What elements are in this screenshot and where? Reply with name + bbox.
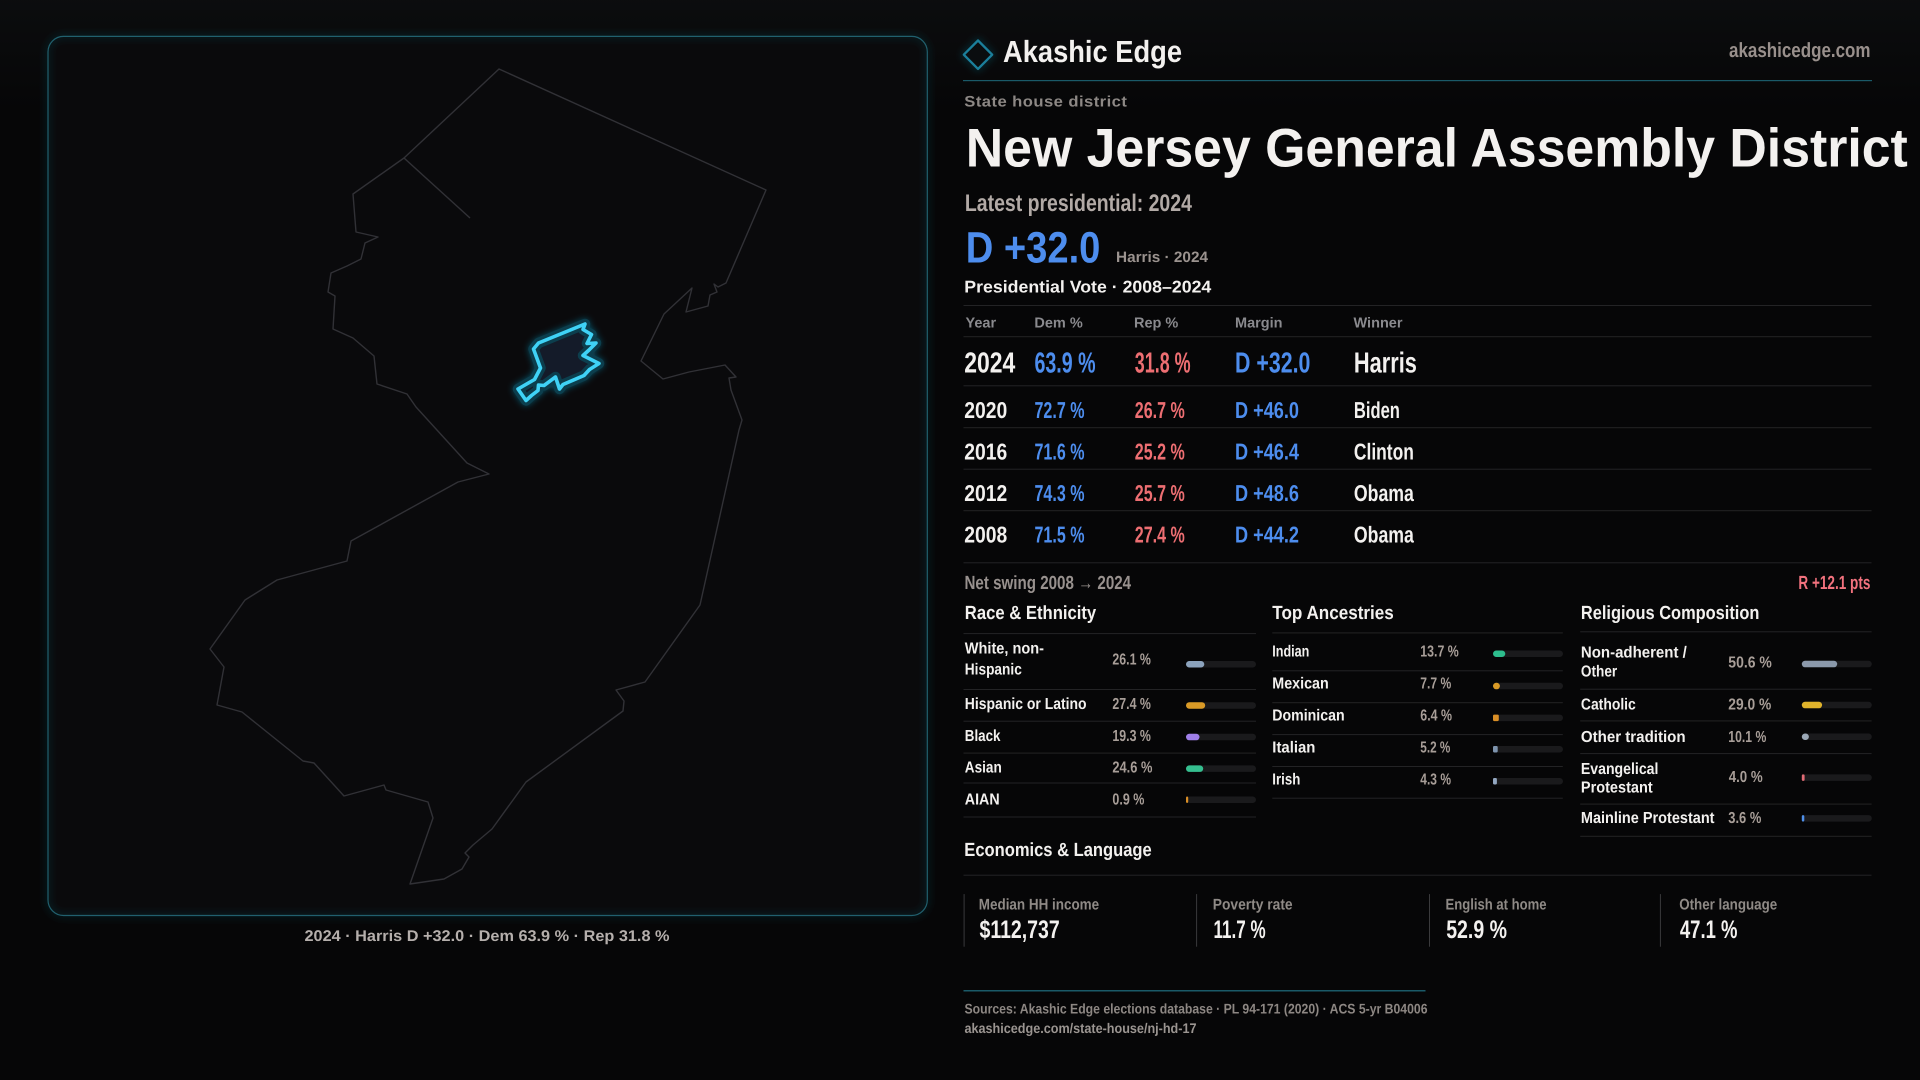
svg-text:Other: Other <box>1581 664 1617 681</box>
svg-text:2024: 2024 <box>964 347 1015 379</box>
svg-text:74.3 %: 74.3 % <box>1035 480 1085 506</box>
svg-text:25.2 %: 25.2 % <box>1135 439 1185 465</box>
svg-text:26.7 %: 26.7 % <box>1135 397 1185 423</box>
svg-text:2016: 2016 <box>964 439 1007 465</box>
svg-text:Net swing 2008 → 2024: Net swing 2008 → 2024 <box>965 573 1132 594</box>
svg-text:71.5 %: 71.5 % <box>1035 522 1085 548</box>
svg-text:2008: 2008 <box>964 522 1007 548</box>
svg-text:Clinton: Clinton <box>1354 439 1414 465</box>
svg-text:72.7 %: 72.7 % <box>1035 397 1085 423</box>
svg-text:10.1 %: 10.1 % <box>1728 729 1766 746</box>
svg-text:Italian: Italian <box>1272 739 1315 756</box>
svg-text:D +46.4: D +46.4 <box>1235 439 1299 465</box>
svg-text:English at home: English at home <box>1446 896 1547 913</box>
svg-text:Obama: Obama <box>1354 480 1414 506</box>
svg-text:5.2 %: 5.2 % <box>1420 739 1450 756</box>
svg-text:29.0 %: 29.0 % <box>1728 697 1771 714</box>
svg-text:6.4 %: 6.4 % <box>1420 708 1452 725</box>
svg-text:Dominican: Dominican <box>1272 708 1344 725</box>
svg-text:D +48.6: D +48.6 <box>1235 480 1299 506</box>
svg-text:Catholic: Catholic <box>1581 697 1636 714</box>
svg-text:27.4 %: 27.4 % <box>1135 522 1185 548</box>
svg-text:Hispanic or Latino: Hispanic or Latino <box>965 696 1087 713</box>
svg-text:63.9 %: 63.9 % <box>1035 347 1096 379</box>
svg-text:25.7 %: 25.7 % <box>1135 480 1185 506</box>
svg-text:akashicedge.com: akashicedge.com <box>1729 39 1871 62</box>
svg-text:47.1 %: 47.1 % <box>1680 916 1738 944</box>
svg-text:Poverty rate: Poverty rate <box>1213 896 1293 913</box>
svg-text:Year: Year <box>966 316 997 332</box>
svg-text:Irish: Irish <box>1272 771 1300 788</box>
svg-text:Sources: Akashic Edge election: Sources: Akashic Edge elections database… <box>965 1001 1428 1017</box>
svg-text:Mainline Protestant: Mainline Protestant <box>1581 810 1715 827</box>
svg-text:Margin: Margin <box>1235 316 1283 332</box>
svg-text:New Jersey General Assembly Di: New Jersey General Assembly District <box>966 118 1908 179</box>
svg-text:akashicedge.com/state-house/nj: akashicedge.com/state-house/nj-hd-17 <box>965 1020 1197 1036</box>
svg-text:2020: 2020 <box>964 397 1007 423</box>
svg-text:Religious Composition: Religious Composition <box>1581 603 1760 624</box>
svg-text:D +32.0: D +32.0 <box>1235 347 1310 379</box>
svg-text:Evangelical: Evangelical <box>1581 761 1659 778</box>
svg-text:50.6 %: 50.6 % <box>1728 655 1772 672</box>
svg-text:Other language: Other language <box>1679 896 1777 913</box>
svg-text:7.7 %: 7.7 % <box>1420 676 1451 693</box>
svg-text:Top Ancestries: Top Ancestries <box>1272 603 1394 624</box>
svg-text:Other tradition: Other tradition <box>1581 729 1686 746</box>
svg-text:27.4 %: 27.4 % <box>1112 696 1151 713</box>
svg-text:2012: 2012 <box>964 480 1007 506</box>
svg-text:Latest presidential: 2024: Latest presidential: 2024 <box>965 190 1193 217</box>
svg-text:4.3 %: 4.3 % <box>1420 771 1451 788</box>
svg-text:Black: Black <box>965 728 1001 745</box>
svg-text:Biden: Biden <box>1354 397 1400 423</box>
svg-text:D +44.2: D +44.2 <box>1235 522 1299 548</box>
svg-text:19.3 %: 19.3 % <box>1112 728 1151 745</box>
svg-text:52.9 %: 52.9 % <box>1446 916 1507 944</box>
svg-text:Hispanic: Hispanic <box>965 661 1022 678</box>
svg-text:Mexican: Mexican <box>1272 676 1328 693</box>
svg-text:White, non-: White, non- <box>965 640 1044 657</box>
svg-text:Akashic Edge: Akashic Edge <box>1003 35 1182 69</box>
svg-text:Winner: Winner <box>1354 316 1403 332</box>
svg-text:Protestant: Protestant <box>1581 779 1653 796</box>
svg-text:R +12.1 pts: R +12.1 pts <box>1798 573 1870 594</box>
svg-text:2024 · Harris D +32.0 · Dem 63: 2024 · Harris D +32.0 · Dem 63.9 % · Rep… <box>305 928 670 945</box>
svg-text:D +46.0: D +46.0 <box>1235 397 1299 423</box>
svg-text:71.6 %: 71.6 % <box>1035 439 1085 465</box>
svg-text:31.8 %: 31.8 % <box>1135 347 1191 379</box>
svg-text:Rep %: Rep % <box>1134 316 1178 332</box>
svg-text:26.1 %: 26.1 % <box>1112 652 1151 669</box>
svg-text:Obama: Obama <box>1354 522 1414 548</box>
svg-text:Presidential Vote · 2008–2024: Presidential Vote · 2008–2024 <box>964 277 1212 296</box>
svg-text:0.9 %: 0.9 % <box>1112 791 1144 808</box>
svg-text:$112,737: $112,737 <box>980 916 1060 944</box>
svg-text:11.7 %: 11.7 % <box>1214 916 1266 944</box>
svg-text:Asian: Asian <box>965 760 1002 777</box>
svg-text:24.6 %: 24.6 % <box>1112 760 1152 777</box>
svg-text:Harris · 2024: Harris · 2024 <box>1116 249 1209 266</box>
svg-text:D +32.0: D +32.0 <box>966 223 1101 272</box>
svg-text:4.0 %: 4.0 % <box>1729 769 1763 786</box>
svg-text:Non-adherent /: Non-adherent / <box>1581 644 1687 661</box>
svg-text:Race & Ethnicity: Race & Ethnicity <box>965 603 1097 624</box>
svg-text:State house district: State house district <box>964 94 1127 111</box>
svg-text:13.7 %: 13.7 % <box>1420 644 1459 661</box>
svg-text:3.6 %: 3.6 % <box>1728 810 1761 827</box>
svg-text:Harris: Harris <box>1354 347 1417 379</box>
svg-text:AIAN: AIAN <box>965 791 1000 808</box>
svg-text:Dem %: Dem % <box>1034 316 1082 332</box>
svg-text:Indian: Indian <box>1272 644 1309 661</box>
svg-text:Economics & Language: Economics & Language <box>964 840 1151 861</box>
svg-text:Median HH income: Median HH income <box>979 896 1100 913</box>
